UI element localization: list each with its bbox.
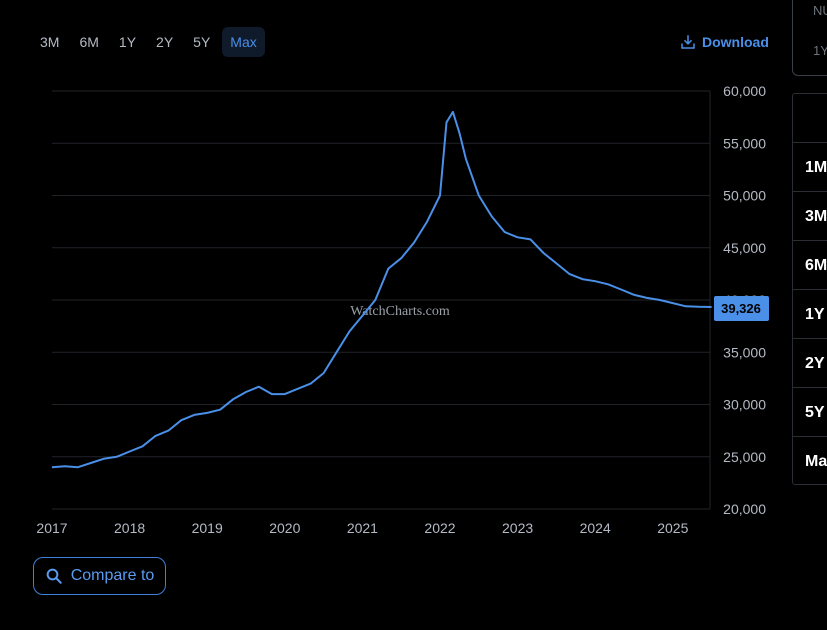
range-button-6m[interactable]: 6M [79,34,99,50]
x-tick-label: 2017 [36,520,67,536]
current-value-label: 39,326 [721,301,761,316]
range-button-3m[interactable]: 3M [40,34,60,50]
side-row-max: Ma [793,436,827,484]
search-icon [46,568,62,584]
y-tick-label: 55,000 [723,135,766,151]
x-tick-label: 2020 [269,520,300,536]
side-row-2y: 2Y [793,338,827,387]
current-value-box [714,296,769,321]
x-tick-label: 2023 [502,520,533,536]
y-tick-label: 60,000 [723,83,766,99]
range-button-max[interactable]: Max [222,27,265,57]
compare-label: Compare to [70,567,155,584]
x-tick-label: 2022 [424,520,455,536]
side-row-1m: 1M [793,142,827,191]
download-label: Download [702,34,769,50]
side-row-1y: 1Y [793,289,827,338]
side-summary-card: NU 1Y [792,0,827,76]
x-tick-label: 2021 [347,520,378,536]
y-tick-label: 30,000 [723,397,766,413]
grid [52,90,711,510]
side-row-3m: 3M [793,191,827,240]
time-range-selector: 3M 6M 1Y 2Y 5Y Max [32,27,265,57]
download-button[interactable]: Download [679,30,769,54]
x-tick-label: 2025 [657,520,688,536]
range-button-1y[interactable]: 1Y [118,34,137,50]
range-button-5y[interactable]: 5Y [193,34,211,50]
y-tick-label: 45,000 [723,240,766,256]
compare-button[interactable]: Compare to [33,557,166,595]
side-card-line-1: NU [813,3,827,18]
x-axis-ticks: 2017 2018 2019 2020 2021 2022 2023 2024 2025 [36,520,688,536]
x-tick-label: 2024 [580,520,611,536]
y-tick-label: 25,000 [723,449,766,465]
download-icon [681,35,695,49]
y-tick-label: 50,000 [723,188,766,204]
side-card-line-2: 1Y [813,43,827,58]
side-row-5y: 5Y [793,387,827,436]
range-button-2y[interactable]: 2Y [156,34,174,50]
side-row-6m: 6M [793,240,827,289]
watermark: WatchCharts.com [350,304,450,319]
side-change-table: 1M 3M 6M 1Y 2Y 5Y Ma [792,93,827,485]
current-value-marker: 39,326 [714,296,769,321]
x-tick-label: 2019 [192,520,223,536]
y-tick-label: 35,000 [723,344,766,360]
price-chart: 2017 2018 2019 2020 2021 2022 2023 2024 2025 20,… [36,83,769,536]
y-tick-label: 20,000 [723,501,766,517]
x-tick-label: 2018 [114,520,145,536]
price-series-line [51,110,712,469]
